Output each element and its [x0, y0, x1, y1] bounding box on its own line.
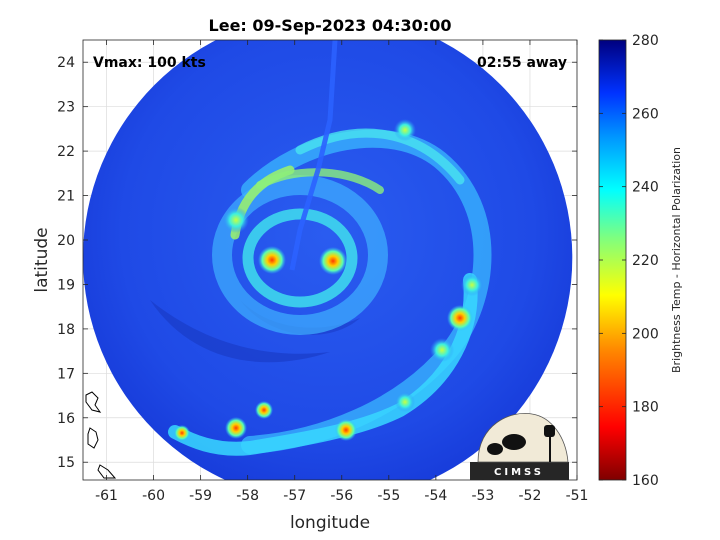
y-tick-label: 21: [57, 189, 75, 205]
time-offset-label: 02:55 away: [477, 55, 567, 71]
eyewall: [212, 175, 388, 335]
hotspot-band-east: [447, 305, 473, 331]
x-tick-label: -58: [236, 488, 259, 504]
hotspot-band-east-3: [461, 274, 483, 296]
hotspot-south-4: [255, 401, 273, 419]
axis-ticks: [83, 40, 578, 480]
colorbar-ramp: [598, 39, 627, 481]
hotspot-nw: [223, 207, 249, 233]
colorbar-tick-label: 180: [632, 400, 659, 416]
colorbar-tick-label: 260: [632, 106, 659, 122]
colorbar-tick-label: 160: [632, 473, 659, 489]
vmax-label: Vmax: 100 kts: [93, 55, 206, 71]
x-tick-label: -54: [424, 488, 447, 504]
x-tick-labels: -61 -60 -59 -58 -57 -56 -55 -54 -53 -52 -51: [95, 488, 588, 504]
x-tick-label: -57: [283, 488, 306, 504]
island-outline: [87, 427, 99, 449]
x-tick-label: -60: [142, 488, 165, 504]
y-tick-label: 23: [57, 100, 75, 116]
hotspot-north: [394, 119, 416, 141]
x-tick-label: -61: [95, 488, 118, 504]
inner-eyewall: [242, 208, 358, 308]
y-tick-label: 16: [57, 411, 75, 427]
y-tick-label: 15: [57, 455, 75, 471]
cimss-logo: CIMSS: [470, 412, 569, 480]
island-outline: [97, 464, 117, 479]
outer-rainband: [241, 129, 492, 454]
colorbar-ticks: 160 180 200 220 240 260 280: [599, 33, 659, 489]
hotspot-eyewall-west: [258, 246, 286, 274]
hotspot-band-east-2: [430, 338, 454, 362]
x-tick-label: -55: [377, 488, 400, 504]
colorbar-tick-label: 240: [632, 180, 659, 196]
hotspot-eyewall-east: [319, 247, 347, 275]
y-tick-label: 18: [57, 322, 75, 338]
x-tick-label: -53: [471, 488, 494, 504]
hotspot-south-5: [174, 425, 190, 441]
y-tick-label: 17: [57, 366, 75, 382]
x-tick-label: -56: [330, 488, 353, 504]
hotspot-south-3: [225, 417, 247, 439]
colorbar-label: Brightness Temp - Horizontal Polarizatio…: [670, 147, 683, 373]
y-tick-label: 19: [57, 277, 75, 293]
chart-title: Lee: 09-Sep-2023 04:30:00: [209, 16, 452, 35]
dry-band: [150, 300, 330, 363]
y-tick-label: 24: [57, 55, 75, 71]
outer-rainband-core: [295, 128, 465, 185]
north-arc: [256, 168, 384, 194]
y-axis-label: latitude: [32, 227, 52, 292]
colorbar: 160 180 200 220 240 260 280 Brightness Temp - …: [598, 33, 683, 489]
x-axis-label: longitude: [290, 513, 370, 533]
cimss-logo-text: CIMSS: [494, 467, 544, 478]
y-tick-labels: 15 16 17 18 19 20 21 22 23 24: [57, 55, 75, 471]
hotspot-south-1: [335, 419, 357, 441]
hotspot-south-2: [395, 392, 415, 412]
swath-seam: [289, 40, 338, 271]
colorbar-tick-label: 200: [632, 326, 659, 342]
island-outlines: [85, 391, 117, 479]
y-tick-label: 20: [57, 233, 75, 249]
x-tick-label: -51: [566, 488, 589, 504]
colorbar-tick-label: 280: [632, 33, 659, 49]
island-outline: [85, 391, 102, 413]
x-tick-label: -59: [189, 488, 212, 504]
x-tick-label: -52: [519, 488, 542, 504]
colorbar-tick-label: 220: [632, 253, 659, 269]
plot-frame: [82, 39, 578, 481]
y-tick-label: 22: [57, 144, 75, 160]
brightness-temp-swath: [83, 40, 573, 480]
